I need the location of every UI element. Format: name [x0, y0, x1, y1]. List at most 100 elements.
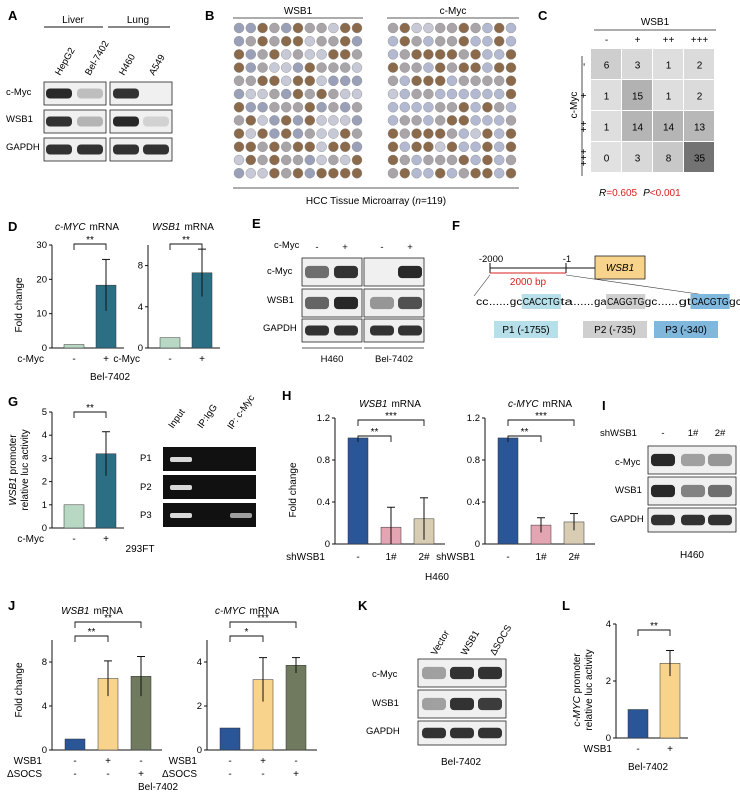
tma-core [482, 141, 493, 153]
blot-band [450, 727, 474, 739]
tma-core [494, 75, 505, 87]
promoter-seq: gc [645, 297, 657, 308]
tma-core [328, 36, 339, 47]
tma-core [458, 22, 469, 34]
tma-core [482, 167, 493, 179]
blot-band [46, 144, 72, 155]
tma-core [482, 75, 493, 87]
tma-core [245, 101, 257, 113]
tma-core [281, 115, 292, 126]
promoter-seq: ...... [489, 297, 509, 308]
tma-core [435, 167, 446, 179]
tma-core [482, 88, 493, 100]
tma-core [304, 101, 315, 113]
tma-core [292, 128, 304, 139]
tma-core [482, 22, 493, 34]
tma-core [387, 22, 399, 34]
tma-core [292, 75, 304, 87]
chart-title: WSB1 mRNA [359, 399, 421, 410]
promoter-seq: ...... [573, 297, 593, 308]
panel-g-chip: Input IP:IgG IP: c-Myc P1 P2 P3 [140, 393, 257, 527]
tma-core [304, 36, 315, 47]
bar [64, 738, 86, 751]
blot-band [398, 265, 422, 279]
y-tick-label: 1.2 [317, 413, 330, 424]
heatmap-cell [684, 111, 714, 141]
blot-band [422, 666, 446, 680]
tma-core [340, 128, 351, 139]
tma-core [505, 101, 517, 113]
tma-core [458, 154, 469, 166]
blot-band [478, 666, 502, 680]
blot-e-wsb1: WSB1 [267, 295, 294, 306]
tma-core [304, 167, 315, 179]
y-tick-label: 2 [606, 676, 611, 687]
tma-core [411, 141, 422, 153]
tma-core [446, 167, 458, 179]
tma-core [411, 36, 422, 47]
y-tick-label: 0 [197, 745, 202, 756]
tma-title-wsb1: WSB1 [284, 6, 313, 17]
tma-core [399, 22, 410, 34]
x-sign: - [228, 769, 231, 780]
tma-core [304, 128, 315, 139]
chip-row-p2: P2 [140, 482, 152, 493]
x-sign: - [73, 769, 76, 780]
y-axis-label: Fold change [14, 277, 25, 332]
tma-core [351, 128, 363, 139]
blot-band [681, 484, 705, 498]
e-cell-h460: H460 [321, 354, 344, 365]
e-sign-4: + [407, 242, 413, 253]
tma-core [482, 115, 493, 126]
tma-core [470, 101, 481, 113]
tma-core [470, 128, 481, 139]
tma-core [281, 128, 292, 139]
significance-bracket [357, 435, 392, 442]
tma-core [257, 22, 268, 34]
blot-band [478, 727, 502, 739]
lane-label-h460: H460 [117, 52, 138, 77]
tma-core [399, 167, 410, 179]
heatmap-value: 2 [697, 61, 703, 72]
tma-core [505, 75, 517, 87]
heatmap-value: 2 [697, 92, 703, 103]
tma-core [269, 115, 280, 126]
e-cell-bel7402: Bel-7402 [375, 354, 413, 365]
blot-band [113, 116, 139, 127]
x-sign: + [138, 769, 144, 780]
tma-core [411, 49, 422, 60]
k-lane-vector: Vector [429, 629, 452, 658]
tma-core [316, 115, 327, 126]
heatmap-col-level: - [605, 35, 608, 46]
tma-core [257, 36, 268, 47]
tma-core [494, 22, 505, 34]
tma-core [423, 141, 434, 153]
tma-core [269, 49, 280, 60]
promoter-seq: CACCTG [523, 297, 560, 308]
heatmap-value: 1 [604, 92, 610, 103]
panel-label-j: J [8, 598, 15, 613]
tma-core [304, 49, 315, 60]
chip-col-input: Input [166, 407, 187, 431]
tma-core [505, 22, 517, 34]
y-tick-label: 1.2 [467, 413, 480, 424]
tma-core [233, 128, 245, 139]
tma-core [316, 36, 327, 47]
tma-core [316, 22, 327, 34]
tma-core [435, 88, 446, 100]
tma-core [494, 49, 505, 60]
y-tick-label: 20 [36, 274, 47, 285]
tma-core [340, 36, 351, 47]
x-axis-label: shWSB1 [436, 552, 475, 563]
y-tick-label: 2 [197, 701, 202, 712]
y-tick-label: 4 [197, 657, 202, 668]
chip-band [170, 513, 192, 518]
tma-core [423, 75, 434, 87]
tma-core [458, 88, 469, 100]
tma-core [411, 115, 422, 126]
heatmap-row-level: + [579, 92, 590, 98]
blot-band [422, 697, 446, 711]
tma-core [494, 167, 505, 179]
blot-label-wsb1: WSB1 [6, 114, 33, 125]
